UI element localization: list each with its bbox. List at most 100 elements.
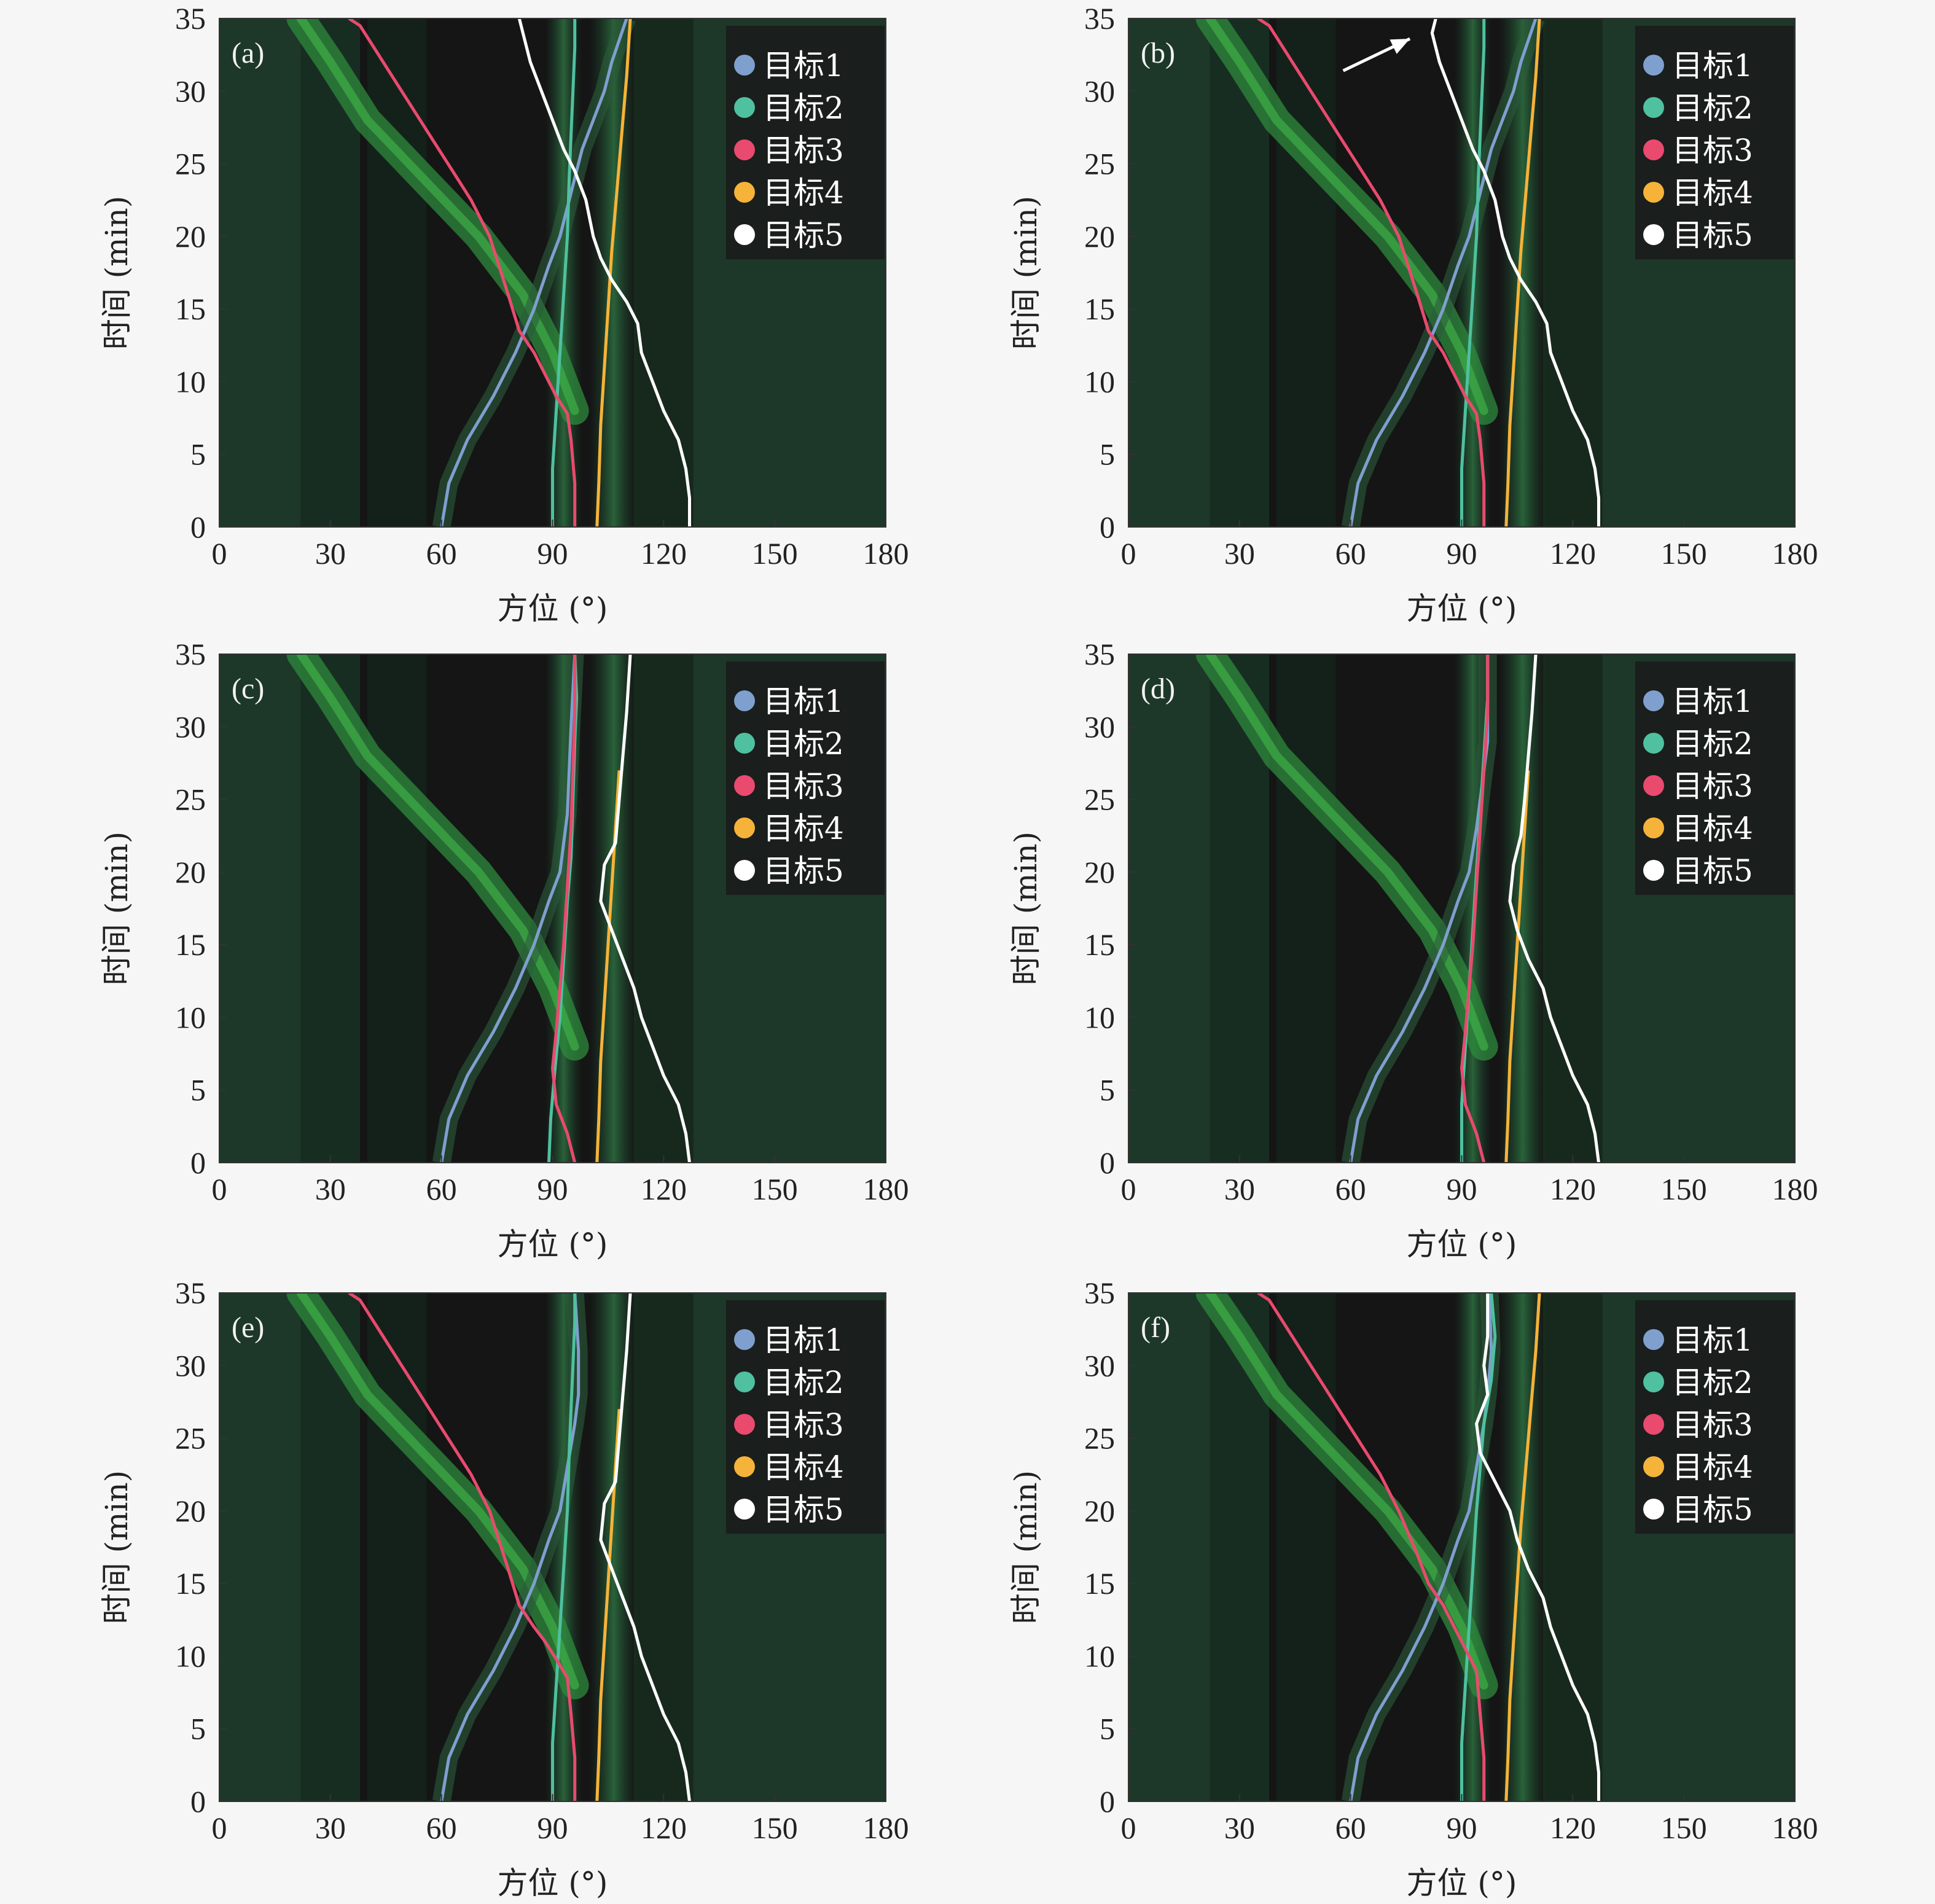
legend-label: 目标5 <box>763 1492 844 1527</box>
y-tick-label: 5 <box>1100 437 1115 472</box>
x-tick-label: 30 <box>1224 536 1255 571</box>
legend-label: 目标2 <box>763 726 844 762</box>
x-tick-label: 30 <box>1224 1811 1255 1845</box>
y-tick-label: 10 <box>1084 364 1115 399</box>
y-tick-label: 5 <box>1100 1712 1115 1746</box>
x-tick-label: 150 <box>752 1811 798 1845</box>
y-tick-label: 15 <box>175 292 206 326</box>
x-tick-label: 120 <box>641 1172 687 1206</box>
series-line-target-3 <box>1257 1293 1486 1801</box>
legend-label: 目标5 <box>763 853 844 889</box>
y-tick-label: 30 <box>1084 74 1115 108</box>
y-tick-label: 35 <box>1084 637 1115 671</box>
series-line-target-1 <box>440 1293 580 1801</box>
y-tick-label: 25 <box>1084 782 1115 817</box>
x-axis-title: 方位 (°) <box>1407 591 1517 626</box>
y-tick-label: 25 <box>175 147 206 181</box>
y-tick-label: 15 <box>1084 1566 1115 1601</box>
x-tick-label: 90 <box>538 1172 568 1206</box>
y-tick-label: 30 <box>1084 709 1115 744</box>
series-line-target-2 <box>551 18 577 527</box>
y-tick-label: 30 <box>175 1348 206 1383</box>
series-line-target-3 <box>348 18 577 527</box>
x-tick-label: 90 <box>1447 1172 1477 1206</box>
x-tick-label: 90 <box>1447 1811 1477 1845</box>
legend-label: 目标2 <box>763 1365 844 1400</box>
series-line-target-5 <box>1508 654 1600 1163</box>
y-tick-label: 20 <box>1084 219 1115 254</box>
x-axis-title: 方位 (°) <box>498 1865 608 1901</box>
x-tick-label: 120 <box>641 536 687 571</box>
legend-marker <box>734 1371 755 1392</box>
legend-label: 目标2 <box>1672 1365 1753 1400</box>
x-tick-label: 150 <box>752 536 798 571</box>
legend-marker <box>1643 224 1664 245</box>
series-line-target-1 <box>440 18 628 527</box>
legend-marker <box>734 1414 755 1435</box>
x-tick-label: 60 <box>1335 1811 1366 1845</box>
legend-label: 目标5 <box>763 217 844 253</box>
legend-label: 目标4 <box>763 811 844 846</box>
legend-marker <box>1643 97 1664 118</box>
legend-marker <box>734 1499 755 1520</box>
y-axis-title: 时间 (min) <box>99 196 135 350</box>
x-tick-label: 150 <box>1661 1811 1707 1845</box>
x-tick-label: 120 <box>1550 1172 1596 1206</box>
chart-panel-5: 0 30 60 90 120 150 180 0 5 10 15 20 25 30 35 方位 (°) 时间 (… <box>99 1276 909 1901</box>
legend-label: 目标2 <box>1672 726 1753 762</box>
y-tick-label: 0 <box>1100 510 1115 544</box>
x-tick-label: 60 <box>426 1172 457 1206</box>
series-line-target-3 <box>551 654 577 1163</box>
legend-label: 目标1 <box>763 48 844 84</box>
panel-label: (d) <box>1141 673 1175 705</box>
legend-label: 目标3 <box>1672 1407 1753 1443</box>
panel-label: (a) <box>232 37 264 69</box>
y-tick-label: 35 <box>175 637 206 671</box>
panel-label: (f) <box>1141 1311 1170 1344</box>
y-tick-label: 15 <box>1084 927 1115 962</box>
x-tick-label: 180 <box>1772 1811 1818 1845</box>
series-line-target-3 <box>1460 654 1490 1163</box>
x-tick-label: 30 <box>315 1172 346 1206</box>
legend-label: 目标3 <box>1672 133 1753 168</box>
x-tick-label: 180 <box>863 1811 909 1845</box>
legend-marker <box>1643 1371 1664 1392</box>
x-tick-label: 30 <box>315 536 346 571</box>
legend-label: 目标2 <box>763 90 844 126</box>
y-tick-label: 25 <box>1084 147 1115 181</box>
series-line-target-4 <box>1504 1293 1541 1801</box>
x-axis-title: 方位 (°) <box>498 591 608 626</box>
legend-marker <box>1643 733 1664 754</box>
series-line-target-5 <box>599 654 691 1163</box>
y-tick-label: 5 <box>1100 1073 1115 1107</box>
x-tick-label: 30 <box>1224 1172 1255 1206</box>
legend-marker <box>1643 860 1664 881</box>
x-axis-title: 方位 (°) <box>1407 1227 1517 1262</box>
y-tick-label: 20 <box>1084 1494 1115 1528</box>
y-tick-label: 20 <box>175 219 206 254</box>
series-line-target-2 <box>1460 18 1486 527</box>
legend-marker <box>734 690 755 711</box>
legend-label: 目标2 <box>1672 90 1753 126</box>
series-line-target-2 <box>1460 1293 1497 1801</box>
legend-label: 目标1 <box>1672 684 1753 719</box>
legend-label: 目标4 <box>763 175 844 211</box>
x-tick-label: 120 <box>1550 536 1596 571</box>
y-tick-label: 30 <box>175 74 206 108</box>
legend-marker <box>734 224 755 245</box>
y-tick-label: 0 <box>190 510 206 544</box>
legend-marker <box>734 860 755 881</box>
y-tick-label: 25 <box>175 1421 206 1456</box>
series-line-target-3 <box>348 1293 577 1801</box>
chart-panel-2: 0 30 60 90 120 150 180 0 5 10 15 20 25 30 35 方位 (°) 时间 (… <box>1008 1 1818 626</box>
x-tick-label: 180 <box>1772 1172 1818 1206</box>
y-axis-title: 时间 (min) <box>1008 1470 1044 1625</box>
legend-label: 目标5 <box>1672 853 1753 889</box>
x-tick-label: 180 <box>863 536 909 571</box>
legend-marker <box>734 817 755 838</box>
x-axis-title: 方位 (°) <box>1407 1865 1517 1901</box>
arrow-head-icon <box>1390 39 1410 54</box>
heatmap-background <box>1128 18 1795 527</box>
legend-marker <box>1643 182 1664 203</box>
x-tick-label: 150 <box>1661 1172 1707 1206</box>
